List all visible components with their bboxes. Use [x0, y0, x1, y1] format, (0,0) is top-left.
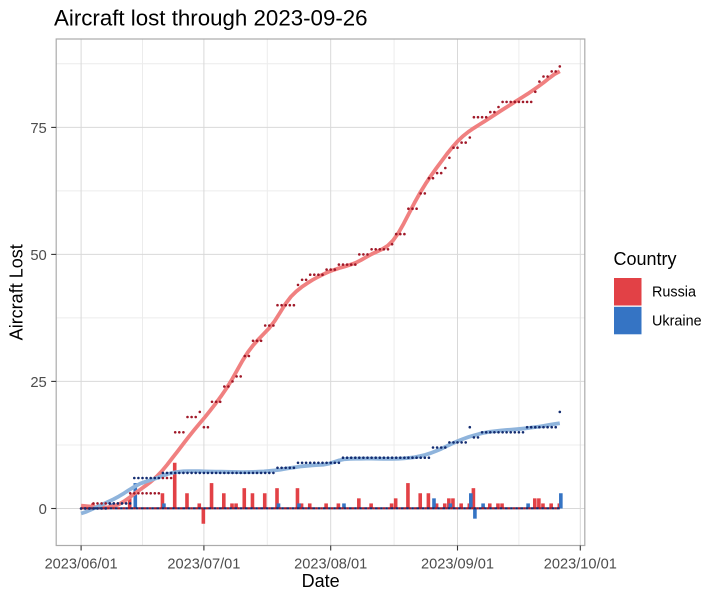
- svg-text:0: 0: [39, 502, 47, 518]
- svg-text:Aircraft Lost: Aircraft Lost: [7, 244, 27, 340]
- svg-text:2023/08/01: 2023/08/01: [294, 556, 367, 572]
- svg-text:Ukraine: Ukraine: [652, 313, 702, 329]
- svg-text:Aircraft lost through 2023-09-: Aircraft lost through 2023-09-26: [54, 5, 368, 30]
- svg-text:Country: Country: [614, 249, 677, 269]
- svg-text:Date: Date: [302, 571, 340, 591]
- svg-text:2023/06/01: 2023/06/01: [45, 556, 118, 572]
- svg-text:Russia: Russia: [652, 285, 696, 301]
- svg-text:75: 75: [30, 121, 46, 137]
- svg-text:2023/10/01: 2023/10/01: [544, 556, 617, 572]
- svg-text:25: 25: [30, 375, 46, 391]
- svg-text:2023/07/01: 2023/07/01: [167, 556, 240, 572]
- svg-text:50: 50: [30, 248, 46, 264]
- svg-text:2023/09/01: 2023/09/01: [421, 556, 494, 572]
